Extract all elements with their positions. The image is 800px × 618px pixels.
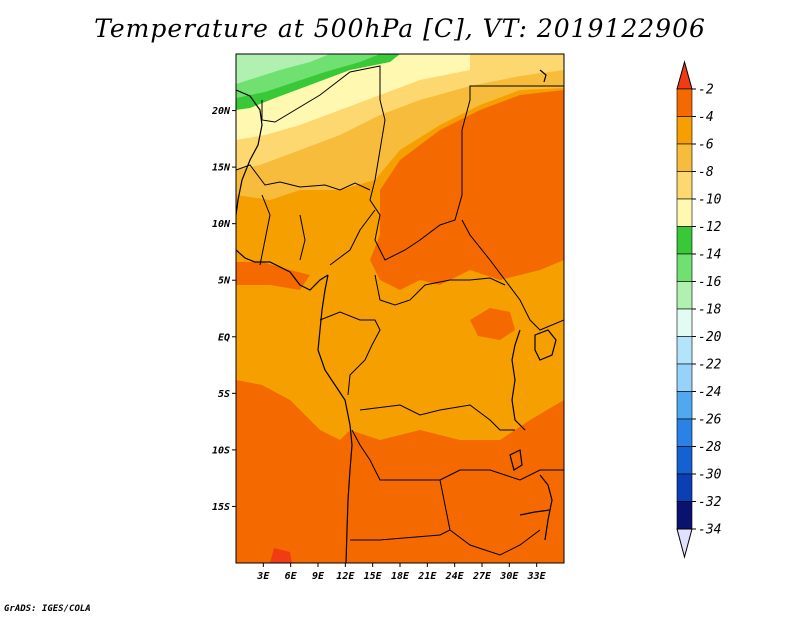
field-warm-east <box>370 90 564 290</box>
border-line <box>236 164 371 191</box>
colorbar-label: -24 <box>698 385 721 400</box>
lat-tick-label: 5S <box>218 389 230 400</box>
lat-tick-label: 10N <box>212 219 231 230</box>
border-line <box>259 194 306 266</box>
lat-tick-label: 15N <box>212 163 231 174</box>
field-green-3 <box>236 54 330 84</box>
coastline <box>511 329 526 431</box>
colorbar-label: -20 <box>698 330 722 345</box>
colorbar-swatch <box>676 198 693 227</box>
colorbar-swatch <box>676 226 693 255</box>
lon-tick-label: 30E <box>499 571 519 582</box>
colorbar-label: -10 <box>698 193 722 208</box>
colorbar-label: -2 <box>698 83 714 98</box>
colorbar-swatch <box>676 473 693 502</box>
colorbar-swatch <box>676 308 693 337</box>
border-line <box>261 65 564 261</box>
colorbar-label: -6 <box>698 138 714 153</box>
field-warm-max <box>270 548 292 563</box>
lon-tick-label: 27E <box>472 571 492 582</box>
colorbar-top-triangle <box>676 60 693 90</box>
colorbar-swatch <box>676 88 693 117</box>
colorbar-swatch <box>676 253 693 282</box>
colorbar-swatch <box>676 143 693 172</box>
colorbar-swatch <box>676 446 693 475</box>
colorbar-label: -30 <box>698 468 722 483</box>
coastlines <box>236 69 557 563</box>
lon-tick-label: 6E <box>285 571 298 582</box>
border-line <box>439 469 564 481</box>
field-warm-southwest <box>236 262 310 290</box>
colorbar-swatch <box>676 171 693 200</box>
border-line <box>461 219 564 331</box>
country-borders <box>236 65 564 556</box>
coastline <box>539 474 553 541</box>
border-line <box>374 274 506 306</box>
lat-tick-label: EQ <box>218 332 230 343</box>
coastline <box>236 89 263 216</box>
longitude-axis: 3E 6E 9E 12E 15E 18E 21E 24E 27E 30E 33E <box>256 563 547 582</box>
lon-tick-label: 21E <box>417 571 437 582</box>
colorbar-label: -28 <box>698 440 722 455</box>
map-title: Temperature at 500hPa [C], VT: 201912290… <box>94 14 706 43</box>
colorbar-label: -12 <box>698 220 722 235</box>
colorbar-label: -26 <box>698 413 722 428</box>
border-line <box>329 209 376 266</box>
coastline <box>539 69 547 83</box>
lon-tick-label: 12E <box>336 571 355 582</box>
colorbar-label: -18 <box>698 303 722 318</box>
lon-tick-label: 15E <box>364 571 383 582</box>
field-warm-south <box>236 380 564 563</box>
coastline <box>236 249 329 291</box>
lon-tick-label: 18E <box>391 571 410 582</box>
credit-label: GrADS: IGES/COLA <box>4 604 91 614</box>
lat-tick-label: 15S <box>212 502 230 513</box>
field-warm-spot <box>470 308 515 340</box>
border-line <box>319 311 381 396</box>
lon-tick-label: 3E <box>256 571 270 582</box>
colorbar-swatch <box>676 336 693 365</box>
temperature-field <box>236 54 564 563</box>
lat-tick-label: 20N <box>211 106 231 117</box>
lat-tick-label: 5N <box>218 276 231 287</box>
colorbar-bottom-triangle <box>676 528 693 559</box>
colorbar-label: -34 <box>698 523 721 538</box>
lon-tick-label: 9E <box>312 571 325 582</box>
colorbar-label: -14 <box>698 248 721 263</box>
lon-tick-label: 24E <box>445 571 465 582</box>
coastline <box>519 509 551 516</box>
coastline <box>509 449 523 471</box>
colorbar-swatch <box>676 391 693 420</box>
lon-tick-label: 33E <box>527 571 547 582</box>
colorbar-swatch <box>676 418 693 447</box>
colorbar-swatch <box>676 501 693 530</box>
lat-tick-label: 10S <box>212 445 230 456</box>
border-line <box>359 404 515 431</box>
colorbar-label: -4 <box>698 110 714 125</box>
coastline <box>534 329 557 361</box>
colorbar: -2 -4 -6 -8 -10 -12 -14 -16 -18 -20 -22 -24 -26 -28 -3… <box>676 60 722 559</box>
colorbar-swatch <box>676 281 693 310</box>
coastline <box>317 274 353 563</box>
colorbar-label: -16 <box>698 275 722 290</box>
colorbar-swatch <box>676 116 693 145</box>
colorbar-label: -22 <box>698 358 722 373</box>
border-line <box>449 529 541 556</box>
colorbar-label: -8 <box>698 165 714 180</box>
latitude-axis: 20N 15N 10N 5N EQ 5S 10S 15S <box>211 106 236 513</box>
colorbar-swatch <box>676 363 693 392</box>
colorbar-label: -32 <box>698 495 722 510</box>
